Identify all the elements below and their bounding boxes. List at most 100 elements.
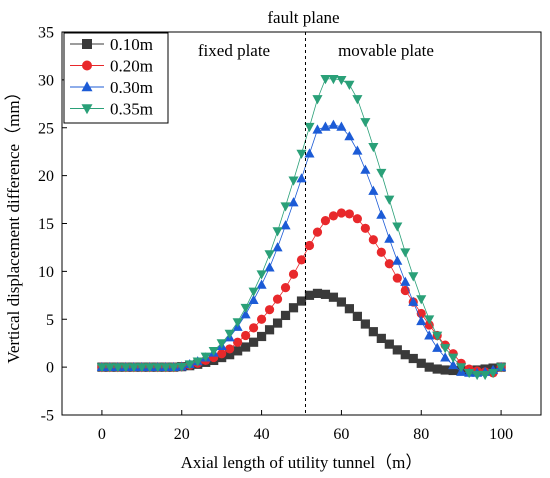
data-point (280, 283, 291, 293)
data-point (440, 352, 451, 362)
data-point (320, 121, 331, 131)
legend-symbol (81, 104, 93, 115)
data-point (249, 323, 259, 333)
data-point (288, 197, 299, 207)
data-point (312, 124, 323, 134)
data-point (320, 289, 331, 299)
data-point (400, 350, 410, 360)
data-point (352, 145, 363, 155)
data-point (216, 339, 227, 349)
data-point (392, 222, 403, 232)
data-point (456, 363, 467, 373)
data-point (376, 168, 387, 179)
data-point (424, 330, 435, 340)
data-point (328, 211, 339, 221)
data-point (256, 331, 267, 342)
legend-item-3: 0.35m (70, 100, 153, 119)
data-point (416, 358, 426, 368)
data-point (168, 363, 179, 373)
data-point (304, 148, 315, 158)
movable-plate-label: movable plate (338, 41, 434, 60)
data-point (241, 342, 251, 352)
legend-symbol (82, 39, 92, 49)
data-point (225, 344, 235, 354)
data-point (408, 353, 418, 364)
x-tick-label: 80 (413, 426, 429, 443)
data-point (368, 235, 378, 245)
legend-label-2: 0.30m (110, 78, 153, 97)
data-point (248, 287, 259, 297)
data-point (160, 363, 171, 373)
data-point (344, 131, 355, 141)
legend-item-1: 0.20m (70, 57, 153, 76)
data-point (496, 363, 507, 373)
data-point (192, 357, 203, 367)
data-point (128, 363, 139, 373)
data-point (352, 214, 362, 224)
axes-layer: 0 20 40 60 80 100 -5 0 5 10 15 20 25 30 35 (38, 25, 542, 443)
data-point (416, 295, 427, 305)
data-point (360, 319, 370, 329)
data-point (240, 309, 251, 319)
y-tick-label: 35 (38, 25, 54, 42)
data-point (328, 292, 339, 302)
data-point (424, 315, 435, 325)
y-tick-label: 10 (38, 264, 54, 281)
data-point (344, 80, 355, 90)
data-point (272, 227, 283, 237)
y-axis-title: Vertical displacement difference（mm） (4, 83, 23, 363)
data-point (392, 255, 403, 265)
data-point (296, 255, 307, 265)
x-axis-title: Axial length of utility tunnel（m） (181, 453, 423, 472)
data-point (136, 363, 147, 373)
legend-symbol (82, 60, 92, 71)
data-point (448, 353, 459, 363)
data-point (328, 119, 339, 129)
data-point (408, 296, 419, 306)
data-point (344, 209, 354, 219)
x-tick-label: 60 (333, 426, 349, 443)
data-point (312, 95, 323, 105)
legend-item-2: 0.30m (70, 78, 153, 97)
y-tick-label: 15 (38, 216, 54, 233)
data-point (424, 362, 434, 372)
legend-label-3: 0.35m (110, 100, 153, 119)
data-point (368, 327, 378, 337)
data-point (392, 345, 402, 355)
data-point (200, 352, 211, 362)
data-point (448, 365, 458, 376)
data-point (440, 365, 450, 375)
y-tick-label: 5 (46, 312, 54, 329)
data-point (352, 95, 363, 105)
data-point (304, 290, 315, 300)
fault-plane-label: fault plane (267, 8, 339, 27)
data-point (424, 320, 434, 330)
data-point (296, 296, 307, 306)
legend-label-0: 0.10m (110, 35, 153, 54)
data-point (368, 185, 379, 195)
data-point (432, 364, 442, 374)
data-point (416, 315, 427, 326)
data-point (360, 164, 371, 174)
data-point (232, 318, 243, 328)
data-point (240, 303, 251, 314)
series-line-1 (101, 212, 502, 374)
data-point (432, 342, 443, 352)
data-point (288, 303, 299, 313)
data-point (272, 318, 283, 328)
data-point (264, 325, 275, 335)
data-point (480, 370, 491, 381)
data-point (256, 279, 267, 289)
data-point (280, 220, 291, 230)
data-point (96, 363, 107, 373)
data-point (248, 294, 259, 305)
data-point (464, 368, 475, 379)
data-point (400, 276, 411, 286)
data-point (384, 339, 394, 349)
data-point (280, 202, 291, 212)
data-point (376, 333, 386, 343)
legend-marker-3 (70, 104, 104, 115)
legend-item-0: 0.10m (70, 35, 153, 54)
data-point (360, 223, 370, 233)
data-point (400, 248, 411, 258)
